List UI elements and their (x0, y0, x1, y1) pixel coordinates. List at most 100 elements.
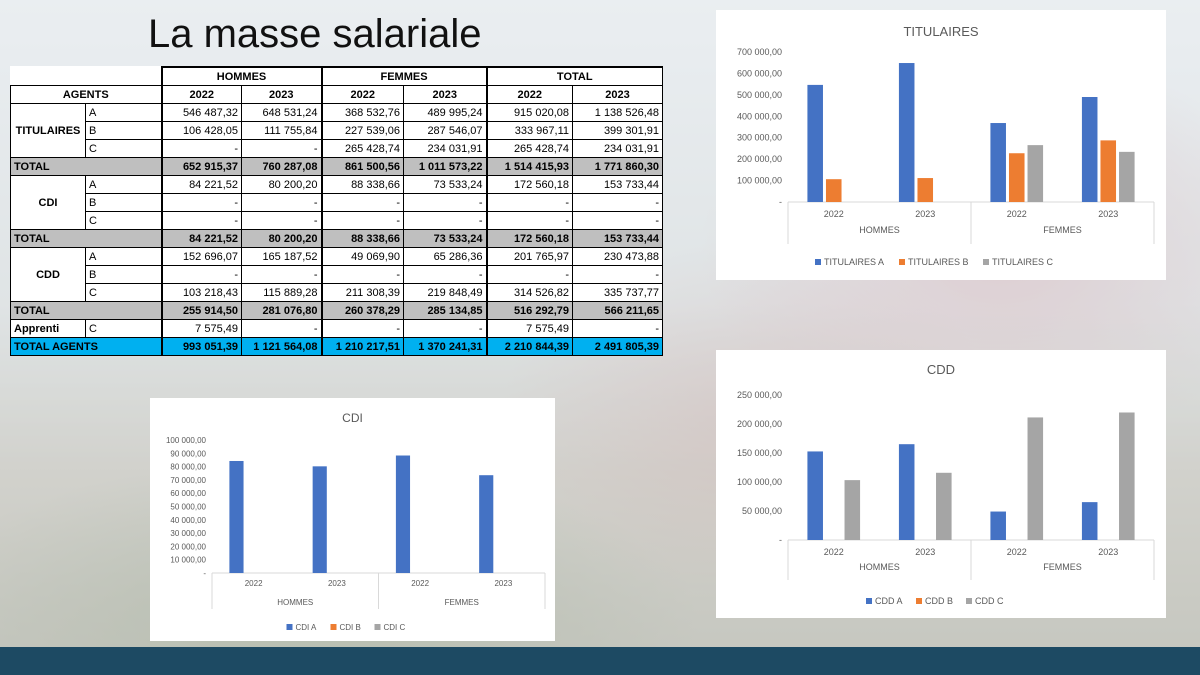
legend-swatch (916, 598, 922, 604)
value-cell: - (403, 193, 487, 212)
total-value: 281 076,80 (241, 301, 322, 320)
y-tick-label: 700 000,00 (737, 47, 782, 57)
table-row: CDI A 84 221,52 80 200,20 88 338,66 73 533,24… (10, 175, 663, 230)
chart-title: CDI (342, 411, 363, 425)
y-tick-label: 100 000,00 (737, 477, 782, 487)
total-value: 760 287,08 (241, 157, 322, 176)
value-cell: 73 533,24 (403, 175, 487, 194)
legend-swatch (899, 259, 905, 265)
value-cell: 165 187,52 (241, 247, 322, 266)
value-cell: 489 995,24 (403, 103, 487, 122)
group-header: TOTAL (485, 66, 663, 86)
grade-label: C (85, 139, 162, 158)
y-tick-label: 300 000,00 (737, 133, 782, 143)
grade-label: B (85, 121, 162, 140)
section-label: CDI (10, 175, 86, 230)
category-label: 2023 (328, 579, 346, 588)
value-cell: 227 539,06 (320, 121, 404, 140)
y-tick-label: 250 000,00 (737, 390, 782, 400)
bar (1081, 502, 1098, 540)
legend-swatch (286, 624, 293, 630)
category-label: 2023 (915, 209, 935, 219)
grade-label: C (85, 319, 162, 338)
value-cell: 648 531,24 (241, 103, 322, 122)
total-value: 652 915,37 (160, 157, 242, 176)
table-row: C------ (11, 211, 663, 230)
value-cell: 546 487,32 (160, 103, 242, 122)
year-header: 2022 (485, 85, 573, 104)
value-cell: 234 031,91 (572, 139, 663, 158)
value-cell: 230 473,88 (572, 247, 663, 266)
legend-label: TITULAIRES C (992, 257, 1054, 267)
total-value: 566 211,65 (572, 301, 663, 320)
group-label: FEMMES (445, 598, 479, 607)
value-cell: - (485, 265, 573, 284)
table-row: C 103 218,43 115 889,28 211 308,39 219 848,4… (11, 283, 663, 302)
year-header: 2023 (572, 85, 663, 104)
total-value: 73 533,24 (403, 229, 487, 248)
category-label: 2022 (1007, 209, 1027, 219)
section-label: CDD (10, 247, 86, 302)
value-cell: 111 755,84 (241, 121, 322, 140)
value-cell: 115 889,28 (241, 283, 322, 302)
y-tick-label: 50 000,00 (170, 503, 206, 512)
grade-label: B (85, 265, 162, 284)
total-value: 84 221,52 (160, 229, 242, 248)
chart-titulaires: TITULAIRES - 100 000,00 200 000,00 300 000,0… (716, 10, 1166, 280)
year-header: 2023 (403, 85, 487, 104)
y-tick-label: 40 000,00 (170, 516, 206, 525)
total-value: 255 914,50 (160, 301, 242, 320)
grand-total-value: 2 491 805,39 (572, 337, 663, 356)
y-tick-label: 60 000,00 (170, 489, 206, 498)
bar (990, 511, 1006, 540)
value-cell: - (241, 265, 322, 284)
chart-svg: CDD - 50 000,00 100 000,00 150 000,00 200 000… (737, 362, 1155, 606)
agents-header: AGENTS (10, 85, 162, 104)
value-cell: 201 765,97 (485, 247, 573, 266)
group-header: HOMMES (160, 66, 322, 86)
value-cell: 7 575,49 (485, 319, 573, 338)
legend-label: CDD C (975, 596, 1004, 606)
value-cell: 287 546,07 (403, 121, 487, 140)
y-tick-label: - (779, 535, 782, 545)
legend-swatch (966, 598, 972, 604)
category-label: 2023 (1098, 547, 1118, 557)
value-cell: 65 286,36 (403, 247, 487, 266)
chart-cdi: CDI - 10 000,00 20 000,00 30 000,00 40 000,00… (150, 398, 555, 641)
value-cell: - (160, 211, 242, 230)
bar (844, 480, 861, 540)
legend-label: CDD B (925, 596, 953, 606)
value-cell: - (572, 211, 663, 230)
grade-label: A (85, 103, 162, 122)
value-cell: 333 967,11 (485, 121, 573, 140)
chart-svg: TITULAIRES - 100 000,00 200 000,00 300 000,0… (737, 24, 1155, 267)
total-value: 1 514 415,93 (485, 157, 573, 176)
y-tick-label: - (203, 569, 206, 578)
grade-label: C (85, 211, 162, 230)
value-cell: 915 020,08 (485, 103, 573, 122)
bar (312, 466, 327, 573)
bar (917, 178, 934, 202)
section-label: TITULAIRES (10, 103, 86, 158)
grand-total-value: 993 051,39 (160, 337, 242, 356)
legend-label: CDI B (340, 623, 361, 632)
table-row: B------ (11, 193, 663, 212)
bar (1119, 412, 1135, 540)
table-row: B------ (11, 265, 663, 284)
chart-svg: CDI - 10 000,00 20 000,00 30 000,00 40 000,00… (166, 411, 546, 632)
value-cell: 88 338,66 (320, 175, 404, 194)
bar (898, 63, 915, 202)
value-cell: 265 428,74 (485, 139, 573, 158)
value-cell: - (403, 319, 487, 338)
category-label: 2022 (824, 209, 844, 219)
total-row: TOTAL 652 915,37 760 287,08 861 500,56 1 011… (10, 157, 663, 176)
category-label: 2023 (1098, 209, 1118, 219)
y-tick-label: 200 000,00 (737, 154, 782, 164)
table-row: CDD A 152 696,07 165 187,52 49 069,90 65 286,… (10, 247, 663, 302)
page-title: La masse salariale (148, 12, 482, 56)
value-cell: - (160, 265, 242, 284)
legend-swatch (815, 259, 821, 265)
grade-label: B (85, 193, 162, 212)
group-label: HOMMES (859, 225, 900, 235)
value-cell: - (572, 193, 663, 212)
